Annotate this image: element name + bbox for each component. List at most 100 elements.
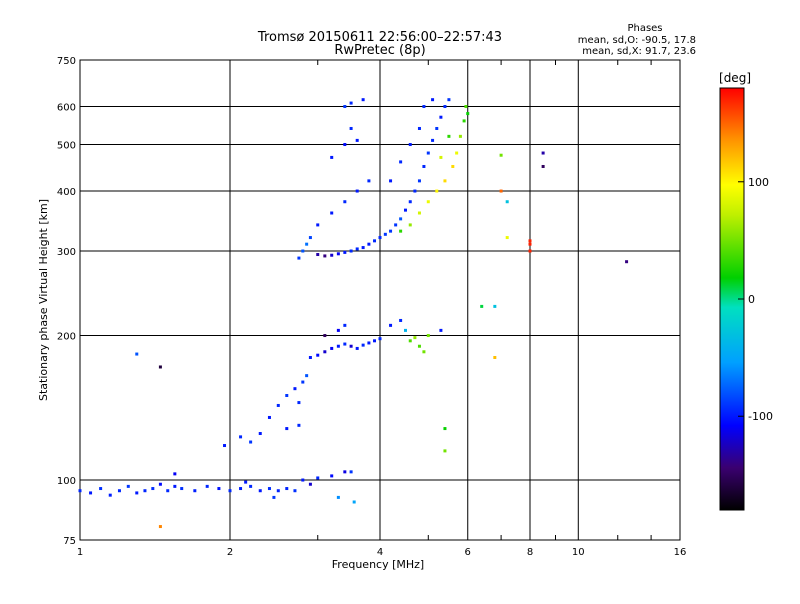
data-point (173, 472, 177, 476)
data-point (399, 217, 403, 221)
data-point (439, 328, 443, 332)
data-point (625, 260, 629, 264)
data-point (316, 223, 320, 227)
data-point (349, 249, 353, 253)
data-point (158, 482, 162, 486)
data-point (301, 380, 305, 384)
data-point (422, 350, 426, 354)
y-tick-label: 600 (57, 103, 76, 114)
data-point (305, 374, 309, 378)
data-point (399, 318, 403, 322)
data-point (297, 423, 301, 427)
y-axis-label: Stationary phase Virtual Height [km] (37, 199, 50, 401)
data-point (272, 495, 276, 499)
y-tick-label: 200 (57, 332, 76, 343)
data-points (78, 98, 629, 529)
data-point (330, 253, 334, 257)
data-point (458, 134, 462, 138)
data-point (462, 119, 466, 123)
data-point (316, 476, 320, 480)
data-point (228, 489, 232, 493)
x-tick-label: 6 (465, 547, 471, 558)
data-point (439, 115, 443, 119)
data-point (193, 489, 197, 493)
data-point (435, 126, 439, 130)
colorbar-label: [deg] (719, 71, 751, 85)
data-point (431, 98, 435, 102)
axis-ticks: 1 2 4 6 8 10 16 75 100 200 300 400 500 600 750 (57, 56, 686, 558)
data-point (276, 403, 280, 407)
colorbar-tick-label: -100 (748, 410, 773, 423)
data-point (285, 427, 289, 431)
data-point (223, 444, 227, 448)
data-point (403, 208, 407, 212)
phases-title: Phases (627, 23, 662, 34)
data-point (343, 470, 347, 474)
data-point (422, 164, 426, 168)
data-point (323, 254, 327, 258)
data-point (99, 487, 103, 491)
data-point (361, 246, 365, 250)
data-point (439, 155, 443, 159)
data-point (343, 323, 347, 327)
chart-title: Tromsø 20150611 22:56:00–22:57:43 (257, 30, 502, 45)
data-point (352, 500, 356, 504)
data-point (330, 155, 334, 159)
data-point (443, 427, 447, 431)
data-point (417, 211, 421, 215)
data-point (158, 365, 162, 369)
data-point (258, 432, 262, 436)
data-point (408, 339, 412, 343)
data-point (135, 491, 139, 495)
data-point (343, 250, 347, 254)
data-point (541, 151, 545, 155)
data-point (541, 164, 545, 168)
data-point (173, 484, 177, 488)
data-point (373, 339, 377, 343)
data-point (422, 105, 426, 109)
data-point (135, 352, 139, 356)
data-point (394, 223, 398, 227)
data-point (355, 247, 359, 251)
data-point (426, 200, 430, 204)
chart-subtitle: RwPretec (8p) (334, 43, 425, 58)
data-point (343, 342, 347, 346)
data-point (431, 138, 435, 142)
grid-lines (80, 60, 680, 540)
data-point (349, 470, 353, 474)
colorbar-tick-label: 100 (748, 176, 769, 189)
data-point (447, 134, 451, 138)
data-point (426, 334, 430, 338)
data-point (417, 344, 421, 348)
data-point (451, 164, 455, 168)
data-point (180, 487, 184, 491)
data-point (389, 179, 393, 183)
data-point (89, 491, 93, 495)
data-point (276, 489, 280, 493)
y-tick-label: 75 (63, 536, 76, 547)
y-tick-label: 400 (57, 187, 76, 198)
x-tick-label: 1 (77, 547, 83, 558)
data-point (316, 253, 320, 257)
data-point (413, 336, 417, 340)
data-point (336, 252, 340, 256)
data-point (367, 179, 371, 183)
data-point (480, 304, 484, 308)
data-point (355, 346, 359, 350)
data-point (343, 143, 347, 147)
data-point (166, 489, 170, 493)
data-point (336, 328, 340, 332)
data-point (443, 105, 447, 109)
data-point (443, 449, 447, 453)
data-point (349, 101, 353, 105)
data-point (378, 236, 382, 240)
data-point (493, 355, 497, 359)
data-point (466, 112, 470, 116)
data-point (301, 249, 305, 253)
data-point (447, 98, 451, 102)
data-point (408, 200, 412, 204)
data-point (361, 98, 365, 102)
data-point (293, 387, 297, 391)
